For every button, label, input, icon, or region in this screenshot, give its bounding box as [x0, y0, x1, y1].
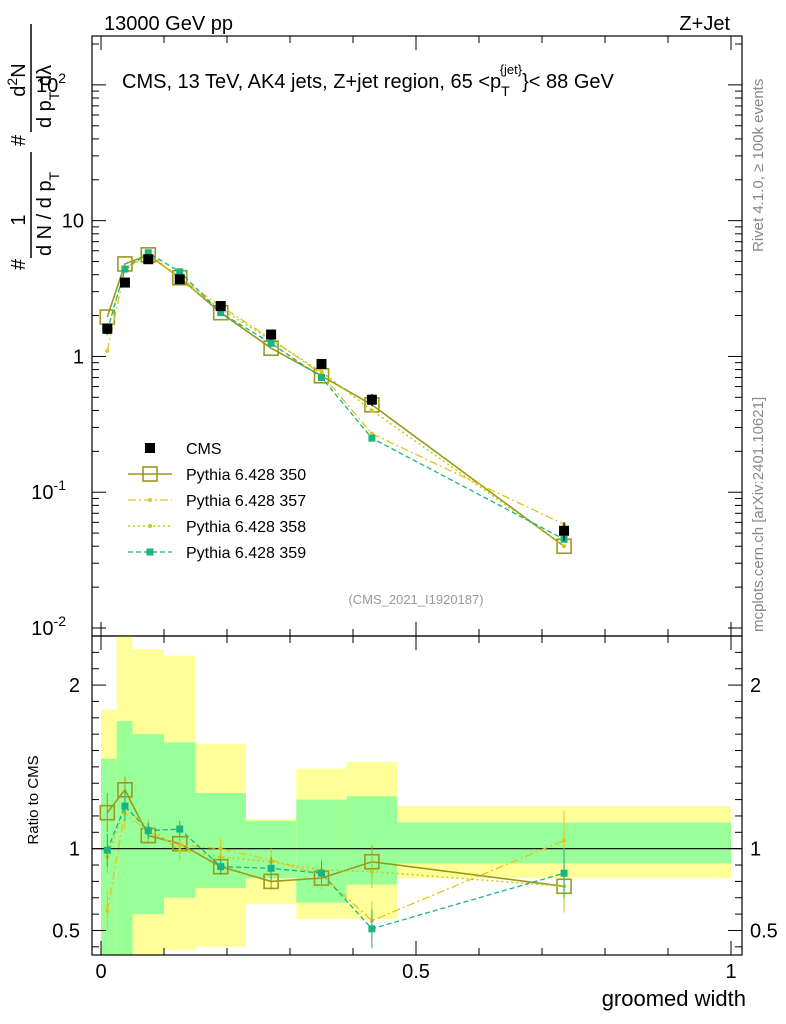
- legend-label: Pythia 6.428 357: [186, 493, 306, 510]
- ratio-panel: 0 0.5 1 0.5 0.5 1 1 2 2: [52, 635, 778, 983]
- x-tick-label: 1: [725, 961, 736, 983]
- series-point: [217, 309, 225, 317]
- x-tick-label: 0: [95, 961, 106, 983]
- series-point: [368, 434, 376, 442]
- y-label-num2: d2N: [4, 63, 30, 96]
- series-point: [121, 265, 129, 273]
- ratio-point: [318, 869, 325, 877]
- legend-marker: [145, 443, 155, 453]
- legend-marker: [148, 524, 152, 528]
- data-point: [102, 323, 113, 334]
- legend-label: Pythia 6.428 350: [186, 467, 306, 484]
- ratio-tick-label-right: 1: [750, 839, 761, 861]
- ratio-band-inner: [116, 721, 133, 955]
- data-point: [119, 277, 130, 288]
- series-line: [106, 252, 565, 525]
- main-panel: 10-2 10-1 1 10 102: [31, 35, 743, 640]
- header-right: Z+Jet: [679, 13, 730, 35]
- y-label-one: 1: [8, 214, 30, 225]
- y-label-num-hash: #: [8, 134, 30, 146]
- series-point: [369, 431, 374, 436]
- series-point: [105, 348, 110, 353]
- ratio-point: [121, 802, 129, 810]
- x-tick-label: 0.5: [402, 961, 430, 983]
- data-point: [559, 525, 570, 536]
- y-tick-label: 10-2: [31, 613, 66, 640]
- data-point: [174, 274, 185, 285]
- series-point: [318, 373, 325, 381]
- legend-label: Pythia 6.428 359: [186, 545, 306, 562]
- ratio-tick-label-right: 0.5: [750, 920, 778, 942]
- y-label-den: d N / d pT: [34, 171, 62, 256]
- y-label-den2: d pT dλ: [34, 65, 62, 128]
- ratio-tick-label-left: 0.5: [52, 920, 80, 942]
- ratio-point: [267, 864, 275, 872]
- data-point: [316, 358, 327, 369]
- series-point: [319, 369, 324, 374]
- analysis-watermark: (CMS_2021_I1920187): [348, 592, 483, 607]
- ratio-point: [177, 848, 182, 853]
- legend-label: CMS: [186, 441, 222, 458]
- header-left: 13000 GeV pp: [104, 13, 233, 35]
- ratio-point: [218, 854, 223, 859]
- series-point: [369, 408, 374, 413]
- ratio-point: [560, 869, 568, 877]
- mcplots-label: mcplots.cern.ch [arXiv:2401.10621]: [750, 397, 767, 632]
- series-point: [176, 268, 184, 276]
- ratio-point: [368, 925, 376, 933]
- ratio-band-inner: [164, 742, 196, 898]
- data-point: [143, 254, 154, 265]
- y-tick-label: 10-1: [31, 477, 66, 504]
- y-axis-label: # 1 d N / d pT # d2N d pT dλ: [4, 24, 62, 270]
- chart-title: CMS, 13 TeV, AK4 jets, Z+jet region, 65 …: [122, 62, 615, 99]
- data-point: [366, 394, 377, 405]
- legend-marker: [146, 548, 154, 556]
- ratio-tick-label-left: 2: [69, 675, 80, 697]
- ratio-point: [217, 863, 225, 871]
- ratio-y-axis-label: Ratio to CMS: [25, 755, 42, 844]
- x-axis-label: groomed width: [602, 986, 746, 1011]
- ratio-point: [99, 804, 116, 821]
- ratio-series-line: [106, 811, 565, 922]
- y-label-hash: #: [8, 258, 30, 270]
- legend-marker: [142, 466, 158, 482]
- ratio-frame: [91, 635, 743, 956]
- legend: CMS Pythia 6.428 350 Pythia 6.428 357 Pythi…: [128, 441, 306, 562]
- ratio-point: [144, 827, 152, 835]
- ratio-point: [562, 838, 567, 843]
- ratio-tick-label-right: 2: [750, 675, 761, 697]
- ratio-point: [176, 825, 184, 833]
- y-tick-label: 102: [36, 70, 66, 97]
- series-point: [267, 339, 275, 347]
- data-point: [266, 329, 277, 340]
- series-point: [144, 249, 152, 257]
- y-tick-label: 10: [62, 211, 84, 233]
- ratio-point: [105, 908, 110, 913]
- y-tick-label: 1: [73, 346, 84, 368]
- ratio-point: [103, 846, 111, 854]
- legend-label: Pythia 6.428 358: [186, 519, 306, 536]
- series-point: [562, 544, 567, 549]
- ratio-tick-label-left: 1: [69, 839, 80, 861]
- data-point: [215, 301, 226, 312]
- ratio-point: [369, 869, 374, 874]
- legend-marker: [148, 498, 152, 502]
- rivet-version-label: Rivet 4.1.0, ≥ 100k events: [750, 79, 767, 252]
